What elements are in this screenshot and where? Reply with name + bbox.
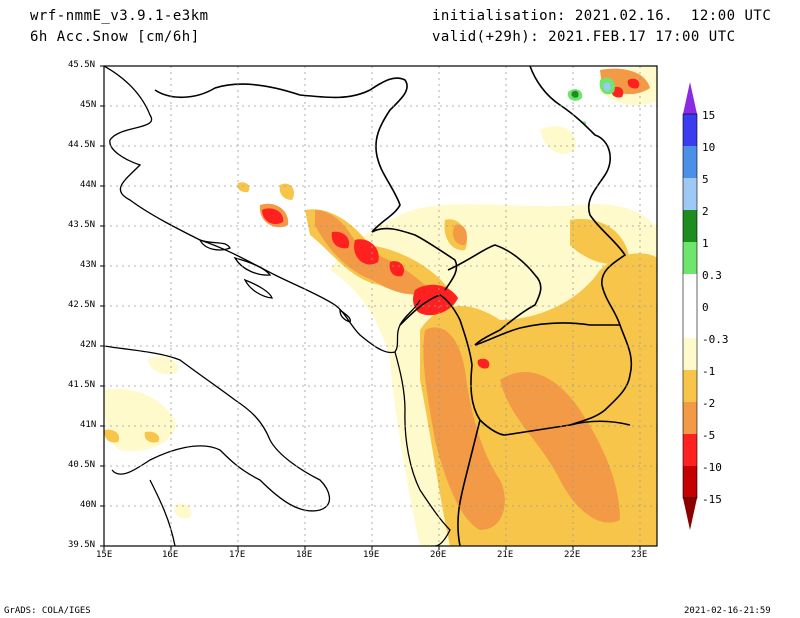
lon-label: 19E <box>363 550 380 560</box>
colorbar-label: 0.3 <box>702 269 722 282</box>
colorbar-label: 10 <box>702 141 716 154</box>
lat-label: 43N <box>80 260 97 270</box>
lat-label: 40N <box>80 500 97 510</box>
render-timestamp: 2021-02-16-21:59 <box>684 606 771 616</box>
colorbar-label: 1 <box>702 237 709 250</box>
colorbar-label: -1 <box>702 365 716 378</box>
colorbar-cap-bottom <box>683 498 697 530</box>
colorbar-label: 2 <box>702 205 709 218</box>
lon-label: 15E <box>96 550 113 560</box>
colorbar-label: -5 <box>702 429 716 442</box>
lat-label: 42.5N <box>68 300 96 310</box>
lon-label: 23E <box>631 550 648 560</box>
colorbar-label: 0 <box>702 301 709 314</box>
grads-credit: GrADS: COLA/IGES <box>4 606 91 616</box>
colorbar-label: -2 <box>702 397 716 410</box>
lon-label: 17E <box>229 550 246 560</box>
colorbar-label: 15 <box>702 109 716 122</box>
init-time: initialisation: 2021.02.16. 12:00 UTC <box>432 8 772 24</box>
grid <box>104 66 657 546</box>
lon-label: 22E <box>564 550 581 560</box>
colorbar-label: 5 <box>702 173 709 186</box>
colorbar-label: -10 <box>702 461 722 474</box>
field-title: 6h Acc.Snow [cm/6h] <box>30 29 200 45</box>
lat-label: 41.5N <box>68 380 96 390</box>
lat-label: 44N <box>80 180 97 190</box>
colorbar-label: -0.3 <box>702 333 729 346</box>
lat-label: 41N <box>80 420 97 430</box>
lat-label: 44.5N <box>68 140 96 150</box>
lat-label: 42N <box>80 340 97 350</box>
lat-label: 43.5N <box>68 220 96 230</box>
model-title: wrf-nmmE_v3.9.1-e3km <box>30 8 209 24</box>
axis-ticks <box>100 65 641 550</box>
country-borders <box>154 66 633 546</box>
lon-label: 16E <box>162 550 179 560</box>
coastlines <box>104 66 451 546</box>
lat-label: 45.5N <box>68 60 96 70</box>
colorbar-cap-top <box>683 82 697 114</box>
valid-time: valid(+29h): 2021.FEB.17 17:00 UTC <box>432 29 736 45</box>
colorbar <box>682 82 698 530</box>
lon-label: 21E <box>497 550 514 560</box>
lon-label: 18E <box>296 550 313 560</box>
colorbar-label: -15 <box>702 493 722 506</box>
snow-field <box>104 66 657 546</box>
lat-label: 40.5N <box>68 460 96 470</box>
lat-label: 39.5N <box>68 540 96 550</box>
lat-label: 45N <box>80 100 97 110</box>
lon-label: 20E <box>430 550 447 560</box>
